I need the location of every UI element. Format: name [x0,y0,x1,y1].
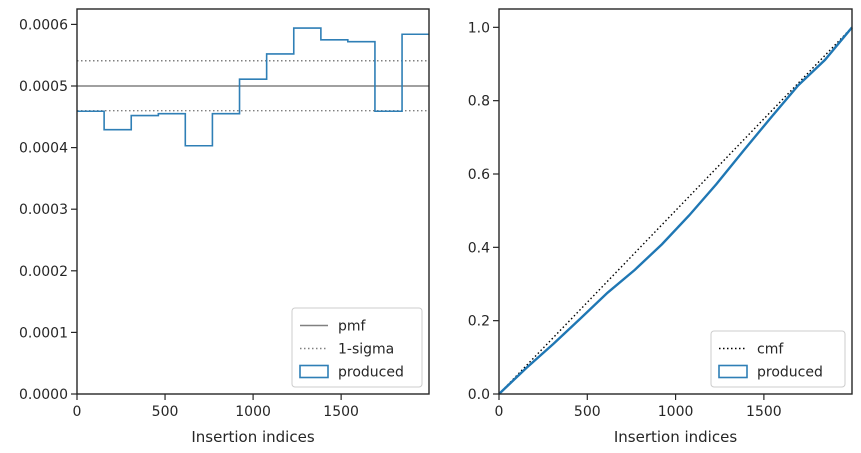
left-legend-label-1-sigma: 1-sigma [338,342,394,358]
left-x-tick-label: 1000 [235,404,271,420]
left-y-tick-label: 0.0004 [19,141,68,157]
left-legend: pmf 1-sigma produced [291,307,423,388]
left-y-tick-label: 0.0006 [19,17,68,33]
right-y-tick-label: 0.4 [468,240,490,256]
right-y-tick-label: 0.8 [468,94,490,110]
right-x-tick-label: 1500 [746,404,782,420]
series-line-cmf [498,26,853,395]
histogram-panel: 0 500 1000 1500 0.0000 0.0001 0.0002 0.0003 0.00… [19,8,430,446]
left-legend-box [291,307,423,388]
left-y-tick-label: 0.0003 [19,202,68,218]
left-x-tick-label: 1500 [323,404,359,420]
right-legend-label-produced: produced [757,365,823,381]
left-y-tick-label: 0.0005 [19,79,68,95]
right-y-tick-label: 0.6 [468,167,490,183]
left-x-tick-label: 500 [152,404,179,420]
right-legend-box [710,330,846,388]
right-frame [498,8,853,395]
left-y-tick-label: 0.0002 [19,264,68,280]
series-line-produced [498,26,853,395]
left-legend-label-produced: produced [338,365,404,381]
right-x-tick-label: 1000 [658,404,694,420]
right-legend-label-cmf: cmf [757,342,784,358]
right-y-tick-label: 1.0 [468,20,490,36]
left-y-tick-label: 0.0000 [19,387,68,403]
left-legend-swatch-produced [299,364,329,379]
right-x-tick-label: 0 [495,404,504,420]
left-x-tick-label: 0 [73,404,82,420]
right-y-tick-label: 0.2 [468,314,490,330]
right-legend: cmf produced [710,330,846,388]
histogram-step-outline [77,27,429,147]
cumulative-panel: 0 500 1000 1500 0.0 0.2 0.4 0.6 0.8 1.0 Insertion … [468,8,853,446]
left-frame [76,8,430,395]
right-x-tick-label: 500 [574,404,601,420]
left-legend-label-pmf: pmf [338,319,367,335]
right-x-axis-label: Insertion indices [614,428,737,446]
left-x-axis-label: Insertion indices [191,428,314,446]
right-legend-swatch-produced [718,364,748,379]
right-y-tick-label: 0.0 [468,387,490,403]
left-y-tick-label: 0.0001 [19,325,68,341]
